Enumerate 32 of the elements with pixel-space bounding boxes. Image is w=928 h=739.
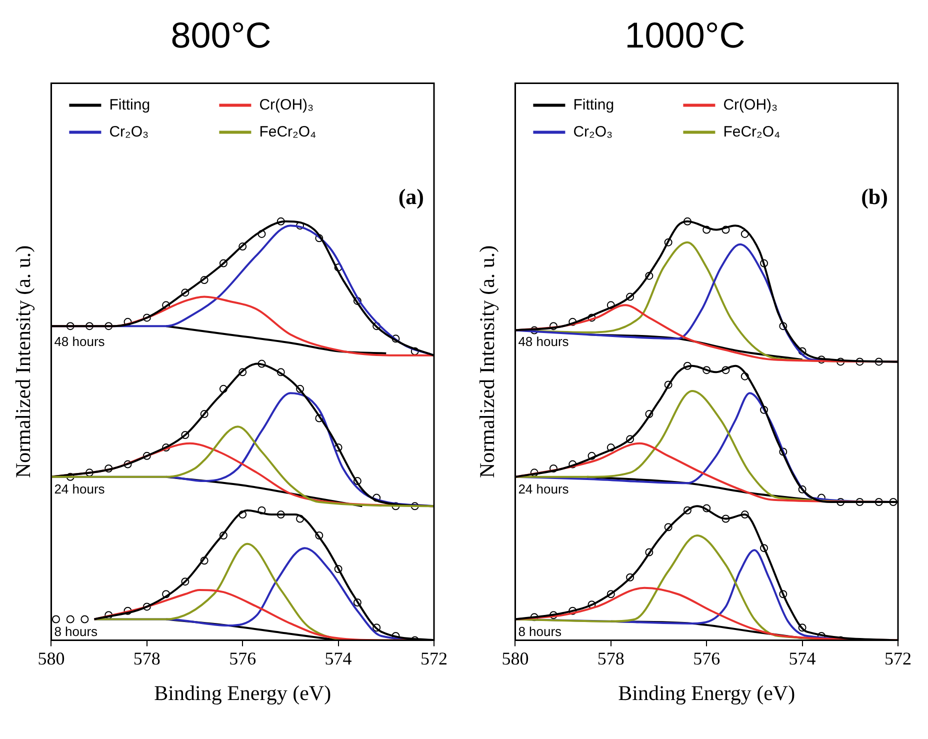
legend-label: FeCr₂O₄ <box>259 123 316 140</box>
x-tick-label: 580 <box>38 648 65 669</box>
legend-label: Cr(OH)₃ <box>723 96 778 114</box>
y-axis-title: Normalized Intensity (a. u.) <box>475 245 500 478</box>
x-tick-label: 574 <box>324 648 352 669</box>
annotation: 24 hours <box>518 482 570 497</box>
legend-label: Fitting <box>573 96 614 114</box>
x-tick-label: 580 <box>502 648 529 669</box>
legend-label: Cr₂O₃ <box>109 123 149 140</box>
annotation: 8 hours <box>518 624 562 639</box>
x-tick-label: 572 <box>884 648 912 669</box>
x-tick-label: 578 <box>133 648 160 669</box>
x-axis-title: Binding Energy (eV) <box>154 680 332 705</box>
chart-title: 1000°C <box>624 14 746 56</box>
y-axis-title: Normalized Intensity (a. u.) <box>11 245 36 478</box>
annotation: 24 hours <box>54 482 106 497</box>
chart-title: 800°C <box>170 14 272 56</box>
text: (a) <box>398 184 424 209</box>
legend-label: Cr₂O₃ <box>573 123 613 140</box>
legend-label: Fitting <box>109 96 150 114</box>
annotation: 48 hours <box>54 334 106 350</box>
text: (b) <box>861 184 888 209</box>
x-axis-title: Binding Energy (eV) <box>618 680 796 705</box>
legend-label: FeCr₂O₄ <box>723 123 780 140</box>
x-tick-label: 576 <box>693 648 720 669</box>
x-tick-label: 576 <box>229 648 256 669</box>
annotation: 48 hours <box>518 334 570 350</box>
x-tick-label: 572 <box>420 648 448 669</box>
x-tick-label: 574 <box>788 648 816 669</box>
annotation: 8 hours <box>54 624 98 639</box>
legend-label: Cr(OH)₃ <box>259 96 314 114</box>
x-tick-label: 578 <box>597 648 624 669</box>
